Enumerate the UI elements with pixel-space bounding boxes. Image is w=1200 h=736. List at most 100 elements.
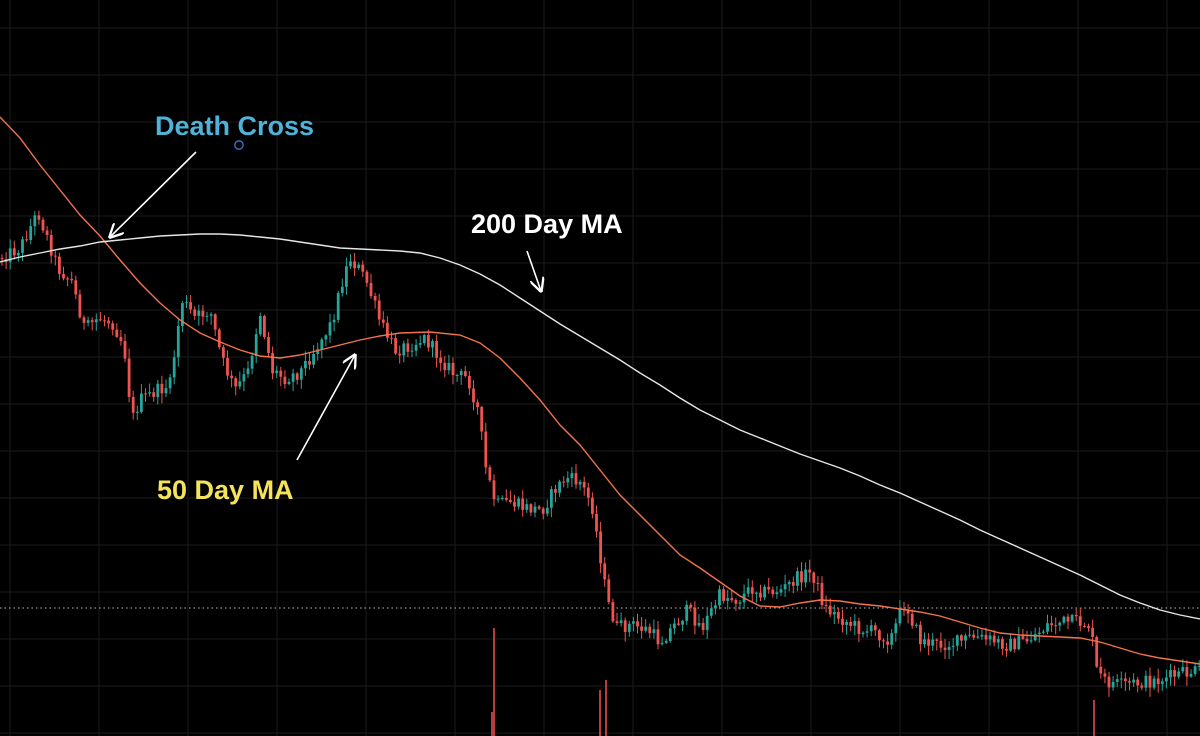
- candle-body: [152, 392, 156, 397]
- candle-body: [115, 329, 119, 337]
- candle-body: [340, 286, 344, 293]
- candle-body: [386, 322, 389, 338]
- candle-body: [222, 347, 225, 358]
- candle-body: [258, 316, 262, 335]
- candle-body: [1140, 685, 1144, 688]
- candle-body: [1083, 625, 1086, 627]
- candle-body: [1177, 671, 1181, 677]
- ma50-line: [0, 116, 1200, 665]
- candle-body: [213, 314, 217, 330]
- candle-body: [898, 609, 902, 624]
- candle-body: [673, 623, 676, 629]
- candle-body: [1042, 631, 1045, 633]
- candle-body: [234, 378, 238, 387]
- candle-body: [418, 343, 422, 345]
- candle-body: [779, 589, 783, 593]
- candle-body: [394, 338, 397, 354]
- candle-body: [644, 626, 648, 631]
- candle-body: [431, 341, 434, 348]
- candle-body: [353, 261, 356, 269]
- candle-body: [361, 264, 365, 272]
- candle-body: [607, 579, 611, 603]
- candle-body: [381, 319, 385, 323]
- candle-body: [21, 239, 24, 253]
- candle-body: [398, 353, 402, 356]
- candle-body: [304, 361, 307, 369]
- candle-body: [574, 473, 578, 485]
- volume-spikes: [491, 628, 1095, 736]
- candle-body: [209, 314, 213, 316]
- candle-body: [857, 621, 861, 634]
- candle-body: [226, 357, 229, 376]
- candle-body: [295, 373, 299, 380]
- candle-body: [931, 639, 935, 646]
- candle-body: [1189, 673, 1193, 677]
- candle-body: [1074, 615, 1078, 617]
- candle-body: [1169, 670, 1172, 678]
- candle-body: [701, 623, 705, 630]
- candle-body: [99, 319, 102, 321]
- candle-body: [582, 481, 586, 488]
- candle-body: [615, 621, 619, 623]
- candle-body: [492, 480, 496, 500]
- candle-body: [62, 273, 65, 279]
- candle-body: [566, 478, 570, 483]
- candle-body: [422, 335, 426, 344]
- candle-body: [365, 271, 369, 283]
- candle-body: [599, 531, 602, 564]
- candle-body: [435, 341, 438, 358]
- candle-body: [476, 402, 479, 407]
- candle-body: [17, 252, 20, 256]
- candle-body: [878, 630, 881, 641]
- candle-body: [755, 592, 758, 594]
- candle-body: [78, 294, 82, 318]
- candle-body: [176, 326, 180, 358]
- candle-body: [894, 623, 898, 634]
- candle-body: [140, 393, 143, 412]
- candle-body: [541, 508, 545, 514]
- candle-body: [168, 377, 172, 389]
- candle-body: [267, 337, 270, 353]
- candle-body: [886, 641, 889, 645]
- candle-body: [480, 407, 484, 432]
- candle-body: [49, 234, 53, 256]
- candle-body: [82, 317, 86, 323]
- candle-body: [619, 620, 623, 623]
- candle-body: [623, 620, 627, 632]
- candle-body: [1009, 638, 1012, 651]
- candle-body: [37, 215, 41, 220]
- candle-body: [439, 357, 443, 363]
- candle-body: [1144, 675, 1148, 688]
- candle-body: [1119, 678, 1123, 680]
- candle-body: [632, 621, 635, 624]
- candle-body: [820, 583, 824, 606]
- candle-body: [189, 302, 192, 310]
- candle-body: [968, 634, 971, 636]
- candle-body: [12, 248, 16, 256]
- candle-body: [849, 622, 853, 626]
- candle-body: [1136, 679, 1140, 686]
- candle-body: [1029, 640, 1033, 642]
- candle-body: [771, 589, 775, 595]
- candle-body: [906, 609, 910, 614]
- candle-body: [517, 498, 520, 507]
- candle-body: [627, 623, 631, 632]
- candle-body: [160, 383, 164, 394]
- candle-body: [525, 504, 529, 510]
- candle-body: [1197, 665, 1200, 667]
- candle-body: [648, 626, 652, 634]
- candle-body: [1124, 678, 1127, 682]
- candle-body: [550, 489, 553, 508]
- candle-body: [759, 592, 762, 598]
- candle-body: [103, 320, 106, 322]
- candle-body: [1128, 681, 1131, 683]
- candle-body: [595, 513, 598, 532]
- candle-body: [652, 629, 656, 634]
- candle-body: [775, 592, 779, 594]
- candle-body: [455, 375, 459, 376]
- candle-body: [513, 501, 516, 507]
- candle-body: [250, 356, 254, 369]
- candle-body: [1017, 636, 1021, 650]
- candle-body: [181, 303, 184, 326]
